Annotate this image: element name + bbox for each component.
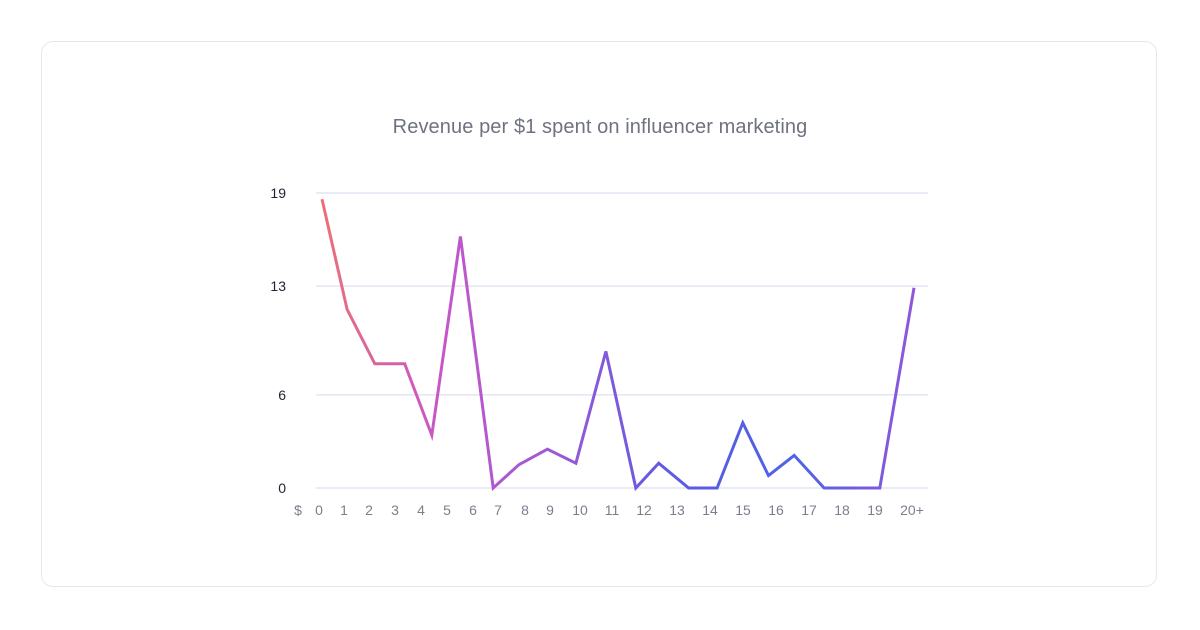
y-tick-label: 19 [270, 185, 286, 201]
y-tick-label: 13 [270, 278, 286, 294]
x-tick-label: 13 [669, 502, 685, 518]
grid-lines [316, 192, 928, 489]
x-tick-label: 0 [315, 502, 323, 518]
x-tick-label: 3 [391, 502, 399, 518]
x-tick-label: 10 [572, 502, 588, 518]
x-tick-label: 16 [768, 502, 784, 518]
x-tick-label: 4 [417, 502, 425, 518]
chart-card [41, 41, 1157, 587]
x-tick-label: 1 [340, 502, 348, 518]
y-axis-ticks: 0 6 13 19 [270, 185, 286, 496]
x-tick-label: 14 [702, 502, 718, 518]
series-line [320, 198, 916, 492]
x-tick-label: 9 [546, 502, 554, 518]
x-tick-label: 8 [521, 502, 529, 518]
x-tick-label: 6 [469, 502, 477, 518]
x-tick-label: 20+ [900, 502, 924, 518]
x-tick-label: 19 [867, 502, 883, 518]
chart-title: Revenue per $1 spent on influencer marke… [392, 116, 808, 138]
x-tick-label: 7 [494, 502, 502, 518]
x-tick-label: 2 [365, 502, 373, 518]
x-tick-label: 18 [834, 502, 850, 518]
x-tick-label: 17 [801, 502, 817, 518]
x-axis-ticks: $0 1 2 3 4 5 6 7 8 9 10 11 12 13 14 15 16 17 18 19 20+ [294, 502, 924, 518]
x-tick-label: 5 [443, 502, 451, 518]
y-tick-label: 0 [278, 480, 286, 496]
x-axis-prefix: $ [294, 502, 302, 518]
y-tick-label: 6 [278, 387, 286, 403]
x-tick-label: 12 [636, 502, 652, 518]
x-tick-label: 15 [735, 502, 751, 518]
x-tick-label: 11 [605, 502, 620, 518]
series-layer [320, 198, 916, 492]
